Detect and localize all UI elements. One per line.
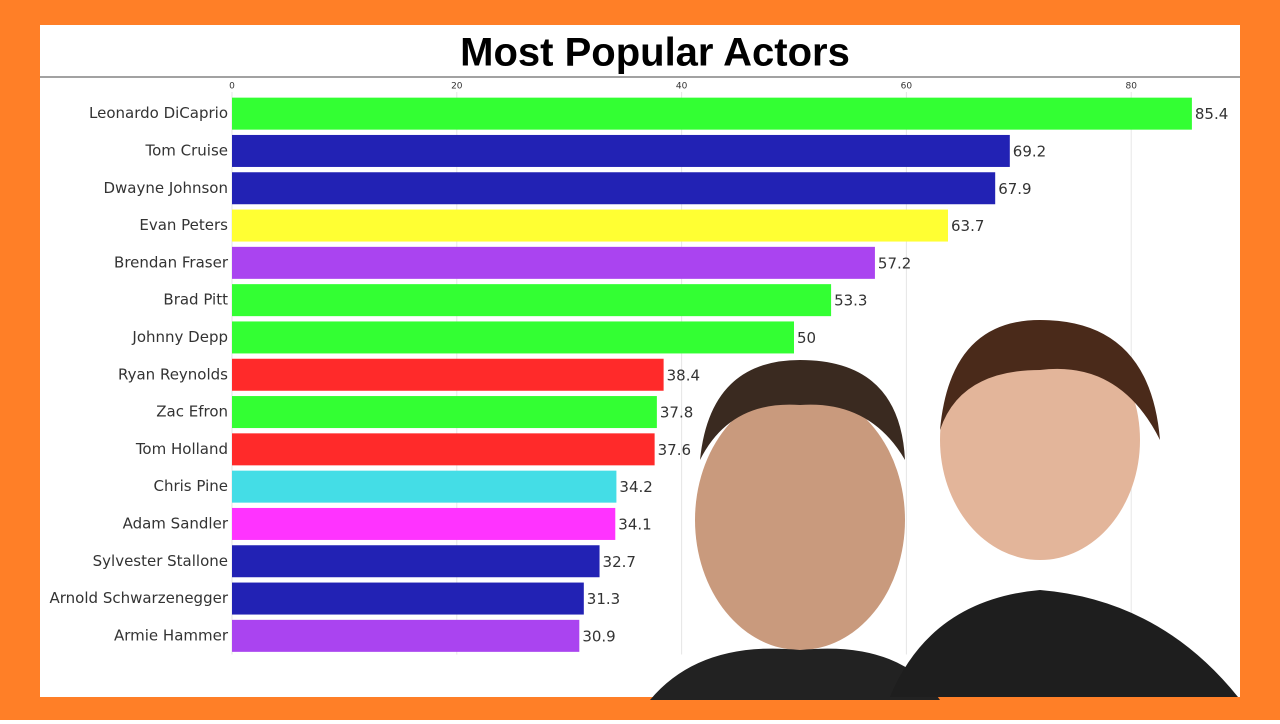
- x-tick-label: 20: [451, 82, 463, 92]
- y-tick-label: Zac Efron: [156, 403, 228, 421]
- value-label: 50: [797, 329, 816, 347]
- bar: [232, 284, 832, 317]
- y-tick-label: Evan Peters: [139, 216, 228, 234]
- y-tick-label: Tom Holland: [135, 440, 228, 458]
- y-tick-label: Brad Pitt: [163, 291, 228, 309]
- y-tick-label: Leonardo DiCaprio: [89, 104, 228, 122]
- value-label: 57.2: [878, 254, 911, 272]
- y-tick-label: Tom Cruise: [144, 141, 228, 159]
- value-label: 69.2: [1013, 142, 1046, 160]
- bar: [232, 134, 1010, 167]
- value-label: 34.2: [619, 478, 652, 496]
- value-label: 34.1: [618, 515, 651, 533]
- chart-title: Most Popular Actors: [460, 31, 850, 75]
- value-label: 31.3: [587, 590, 620, 608]
- bar: [232, 172, 996, 205]
- value-label: 67.9: [998, 180, 1031, 198]
- y-tick-label: Armie Hammer: [114, 626, 229, 644]
- y-tick-label: Arnold Schwarzenegger: [50, 589, 229, 607]
- bar: [232, 545, 600, 578]
- value-label: 32.7: [603, 553, 636, 571]
- y-tick-label: Brendan Fraser: [114, 253, 229, 271]
- bar: [232, 433, 655, 466]
- y-tick-label: Ryan Reynolds: [118, 365, 228, 383]
- bar: [232, 97, 1192, 130]
- bar: [232, 358, 664, 391]
- value-label: 30.9: [582, 627, 615, 645]
- x-tick-label: 80: [1125, 82, 1137, 92]
- y-tick-label: Adam Sandler: [123, 514, 229, 532]
- y-tick-label: Johnny Depp: [131, 328, 228, 346]
- value-label: 37.8: [660, 404, 693, 422]
- bar: [232, 470, 617, 503]
- x-tick-label: 60: [901, 82, 913, 92]
- bar: [232, 507, 616, 540]
- x-tick-label: 40: [676, 82, 688, 92]
- decoration-photos: [650, 320, 1238, 700]
- bar: [232, 619, 580, 652]
- plot: 0 20 40 60 80 Leonardo DiCaprio 85.4 Tom Cruise…: [50, 82, 1228, 655]
- x-tick-label: 0: [229, 82, 235, 92]
- value-label: 38.4: [667, 366, 700, 384]
- value-label: 53.3: [834, 292, 867, 310]
- y-tick-label: Dwayne Johnson: [103, 179, 228, 197]
- bar: [232, 582, 584, 615]
- bar: [232, 246, 875, 279]
- y-tick-label: Chris Pine: [153, 477, 228, 495]
- value-label: 63.7: [951, 217, 984, 235]
- y-tick-label: Sylvester Stallone: [93, 552, 228, 570]
- value-label: 85.4: [1195, 105, 1228, 123]
- bar: [232, 321, 794, 354]
- bar: [232, 209, 948, 242]
- bar: [232, 396, 657, 429]
- value-label: 37.6: [658, 441, 691, 459]
